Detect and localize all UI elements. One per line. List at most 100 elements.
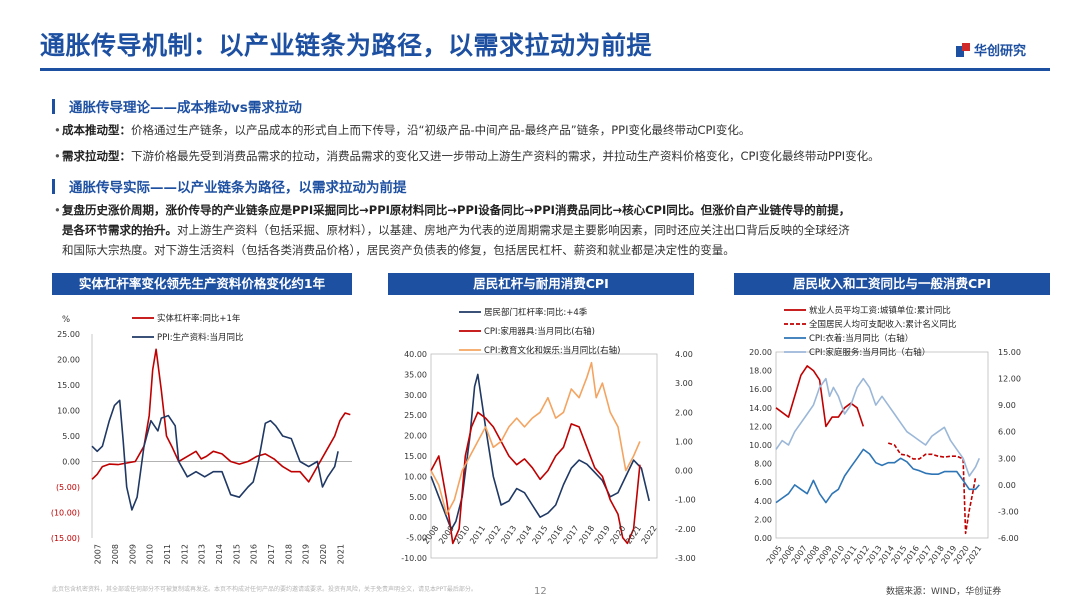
y-tick-label-right: -3.00 <box>675 554 696 563</box>
y-tick-label-right: 15.00 <box>998 348 1021 357</box>
y-tick-label-right: 0.00 <box>675 467 693 476</box>
y-tick-label-right: 9.00 <box>998 401 1016 410</box>
data-source: 数据来源：WIND，华创证券 <box>886 587 1002 597</box>
y-tick-label-left: 8.00 <box>754 460 772 469</box>
x-tick-label: 2015 <box>530 524 549 546</box>
y-tick-label-right: -2.00 <box>675 525 696 534</box>
x-tick-label: 2007 <box>94 544 103 564</box>
y-tick-label-right: 4.00 <box>675 350 693 359</box>
legend-label: CPI:家用器具:当月同比(右轴) <box>484 326 595 337</box>
x-tick-label: 2020 <box>319 544 328 564</box>
x-tick-label: 2012 <box>180 544 189 564</box>
y-tick-label-left: 40.00 <box>404 350 427 359</box>
series-line <box>430 373 650 531</box>
y-tick-label-left: 20.00 <box>404 432 427 441</box>
x-tick-label: 2008 <box>421 524 440 546</box>
header-divider <box>40 68 1050 71</box>
y-tick-label: 15.00 <box>57 381 80 390</box>
y-tick-label-left: 20.00 <box>749 348 772 357</box>
y-tick-label-right: 3.00 <box>675 379 693 388</box>
y-tick-label-left: 10.00 <box>404 472 427 481</box>
series-line <box>430 411 641 545</box>
y-tick-label: 0.00 <box>62 458 80 467</box>
chart-income-cpi: 20.00 18.00 16.00 14.00 12.00 10.00 8.00 6.00 4.… <box>749 305 1021 566</box>
legend-label: 居民部门杠杆率:同比:+4季 <box>484 307 588 318</box>
series-line <box>887 442 977 535</box>
y-tick-label-left: 10.00 <box>749 441 772 450</box>
y-tick-label-left: 4.00 <box>754 497 772 506</box>
y-unit-label: % <box>62 315 70 325</box>
y-tick-label: (10.00) <box>51 509 80 518</box>
y-tick-label-right: -1.00 <box>675 496 696 505</box>
y-tick-label-right: 6.00 <box>998 428 1016 437</box>
y-tick-label-left: 15.00 <box>404 452 427 461</box>
x-tick-label: 2016 <box>546 524 565 546</box>
y-tick-label-right: -3.00 <box>998 507 1019 516</box>
y-tick-label-left: 30.00 <box>404 391 427 400</box>
company-logo: 华创研究 <box>956 40 1026 59</box>
x-tick-label: 2012 <box>484 524 503 546</box>
series-line <box>775 448 980 504</box>
y-tick-label: 20.00 <box>57 356 80 365</box>
series-line <box>91 399 339 511</box>
y-tick-label-left: 16.00 <box>749 385 772 394</box>
x-tick-label: 2017 <box>562 524 581 546</box>
logo-icon <box>956 42 970 57</box>
panel-header-3: 居民收入和工资同比与一般消费CPI <box>734 273 1050 295</box>
panel-header-1: 实体杠杆率变化领先生产资料价格变化约1年 <box>52 273 352 295</box>
panel-header-2: 居民杠杆与耐用消费CPI <box>388 273 694 295</box>
y-tick-label-left: 6.00 <box>754 478 772 487</box>
legend-label: 就业人员平均工资:城镇单位:累计同比 <box>809 305 951 316</box>
x-tick-label: 2011 <box>163 544 172 564</box>
x-tick-label: 2015 <box>232 544 241 564</box>
x-tick-label: 2020 <box>608 524 627 546</box>
x-tick-label: 2013 <box>499 524 518 546</box>
x-tick-label: 2014 <box>215 544 224 564</box>
y-tick-label-left: 0.00 <box>754 534 772 543</box>
y-tick-label-right: -6.00 <box>998 534 1019 543</box>
x-tick-label: 2019 <box>593 524 612 546</box>
series-line <box>91 348 351 483</box>
x-tick-label: 2009 <box>128 544 137 564</box>
series-line <box>430 361 641 516</box>
legend-label: PPI:生产资料:当月同比 <box>157 332 244 343</box>
x-tick-label: 2016 <box>250 544 259 564</box>
x-tick-label: 2018 <box>284 544 293 564</box>
y-tick-label: (5.00) <box>56 483 80 492</box>
legend-label: CPI:家庭服务:当月同比（右轴） <box>809 347 930 358</box>
y-tick-label-right: 2.00 <box>675 408 693 417</box>
bullet-demand-pull: • 需求拉动型：下游价格最先受到消费品需求的拉动，消费品需求的变化又进一步带动上游… <box>54 149 880 163</box>
series-line <box>775 365 865 428</box>
x-tick-label: 2018 <box>577 524 596 546</box>
x-tick-label: 2019 <box>302 544 311 564</box>
chart-leverage-ppi: % 25.00 20.00 15.00 10.00 5.00 0.00 (5.00) (10.0… <box>51 313 352 564</box>
logo-text: 华创研究 <box>974 44 1027 59</box>
y-tick-label-left: 25.00 <box>404 411 427 420</box>
y-tick-label-left: 35.00 <box>404 370 427 379</box>
x-tick-label: 2014 <box>515 524 534 546</box>
x-tick-label: 2017 <box>267 544 276 564</box>
y-tick-label-left: 0.00 <box>409 513 427 522</box>
plot-frame <box>775 351 989 539</box>
y-tick-label-left: -10.00 <box>401 554 427 563</box>
y-tick-label: 5.00 <box>62 432 80 441</box>
y-tick-label-right: 3.00 <box>998 454 1016 463</box>
x-tick-label: 2022 <box>640 524 659 546</box>
y-tick-label-left: 14.00 <box>749 404 772 413</box>
page-number: 12 <box>534 586 547 597</box>
plot-frame <box>430 353 658 559</box>
legend-label: 实体杠杆率:同比+1年 <box>157 313 241 324</box>
section-heading-theory: 通胀传导理论——成本推动vs需求拉动 <box>52 96 302 116</box>
y-tick-label-left: 5.00 <box>409 493 427 502</box>
section-heading-practice: 通胀传导实际——以产业链条为路径，以需求拉动为前提 <box>52 176 407 196</box>
bullet-practice: • 复盘历史涨价周期，涨价传导的产业链条应是PPI采掘同比→PPI原材料同比→P… <box>54 203 851 257</box>
page-title: 通胀传导机制：以产业链条为路径，以需求拉动为前提 <box>40 31 653 60</box>
legend-label: 全国居民人均可支配收入:累计名义同比 <box>809 319 956 330</box>
y-tick-label-left: -5.00 <box>406 534 427 543</box>
x-tick-label: 2021 <box>624 524 643 546</box>
x-tick-label: 2021 <box>336 544 345 564</box>
legend-label: CPI:衣着:当月同比（右轴） <box>809 333 913 344</box>
y-tick-label-left: 18.00 <box>749 367 772 376</box>
series-line <box>775 377 981 477</box>
y-tick-label-right: 12.00 <box>998 375 1021 384</box>
